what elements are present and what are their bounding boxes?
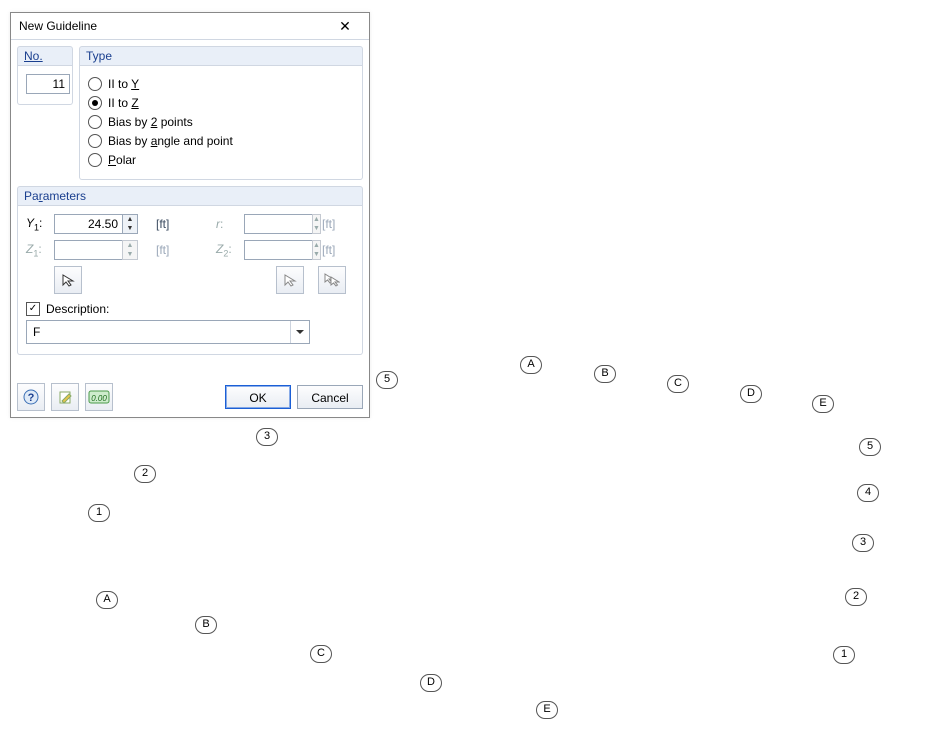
- svg-text:z: z: [217, 592, 224, 606]
- grid-label: 5: [859, 438, 881, 456]
- r-input: [244, 214, 312, 234]
- z2-spin-buttons: ▲▼: [312, 240, 321, 260]
- no-input[interactable]: [26, 74, 70, 94]
- description-dropdown-icon[interactable]: [290, 321, 309, 343]
- grid-label: A: [96, 591, 118, 609]
- type-option-1[interactable]: II to Z: [88, 93, 354, 112]
- radio-icon[interactable]: [88, 134, 102, 148]
- z1-input: [54, 240, 122, 260]
- radio-icon[interactable]: [88, 77, 102, 91]
- close-icon[interactable]: ✕: [329, 13, 361, 39]
- grid-label: 3: [852, 534, 874, 552]
- grid-label: 1: [88, 504, 110, 522]
- svg-text:0.00: 0.00: [91, 394, 107, 403]
- r-spin-buttons: ▲▼: [312, 214, 321, 234]
- group-no-title: No.: [17, 46, 73, 66]
- cancel-button[interactable]: Cancel: [297, 385, 363, 409]
- grid-label: 4: [857, 484, 879, 502]
- pick-point-1-button[interactable]: [54, 266, 82, 294]
- grid-label: 1: [833, 646, 855, 664]
- z2-unit: [ft]: [318, 243, 346, 257]
- units-button[interactable]: 0.00: [85, 383, 113, 411]
- label-y1: Y1:: [26, 216, 54, 232]
- r-unit: [ft]: [318, 217, 346, 231]
- type-option-4[interactable]: Polar: [88, 150, 354, 169]
- description-checkbox[interactable]: [26, 302, 40, 316]
- edit-button[interactable]: [51, 383, 79, 411]
- description-input[interactable]: [27, 321, 290, 343]
- grid-label: B: [594, 365, 616, 383]
- pick-point-2-button[interactable]: [276, 266, 304, 294]
- z1-spin-buttons: ▲▼: [122, 240, 138, 260]
- grid-label: D: [420, 674, 442, 692]
- group-type: Type II to Y II to Z Bias by 2 points Bias …: [79, 46, 363, 180]
- y1-spin-buttons[interactable]: ▲▼: [122, 214, 138, 234]
- grid-label: 2: [134, 465, 156, 483]
- radio-icon[interactable]: [88, 153, 102, 167]
- grid-label: E: [812, 395, 834, 413]
- type-option-label: II to Y: [108, 77, 139, 91]
- grid-label: E: [536, 701, 558, 719]
- radio-icon[interactable]: [88, 96, 102, 110]
- new-guideline-dialog: New Guideline ✕ No. Type II to Y II to Z B…: [10, 12, 370, 418]
- y1-spinner[interactable]: ▲▼: [54, 214, 138, 234]
- grid-label: 2: [845, 588, 867, 606]
- group-parameters: Parameters Y1: ▲▼ [ft] r:: [17, 186, 363, 355]
- svg-text:?: ?: [28, 392, 35, 404]
- svg-text:y: y: [173, 546, 181, 560]
- group-type-title: Type: [79, 46, 363, 66]
- grid-label: B: [195, 616, 217, 634]
- z2-input: [244, 240, 312, 260]
- type-option-label: Bias by angle and point: [108, 134, 233, 148]
- grid-label: A: [520, 356, 542, 374]
- group-no: No.: [17, 46, 73, 180]
- type-option-3[interactable]: Bias by angle and point: [88, 131, 354, 150]
- grid-label: C: [667, 375, 689, 393]
- z2-spinner: ▲▼: [244, 240, 304, 260]
- radio-icon[interactable]: [88, 115, 102, 129]
- y1-unit: [ft]: [152, 217, 180, 231]
- label-z1: Z1:: [26, 242, 54, 258]
- svg-text:x: x: [264, 537, 272, 551]
- type-option-label: Bias by 2 points: [108, 115, 193, 129]
- description-combobox[interactable]: [26, 320, 310, 344]
- z1-unit: [ft]: [152, 243, 180, 257]
- type-option-2[interactable]: Bias by 2 points: [88, 112, 354, 131]
- pick-two-points-button[interactable]: [318, 266, 346, 294]
- label-r: r:: [216, 217, 244, 231]
- grid-label: 5: [376, 371, 398, 389]
- z1-spinner: ▲▼: [54, 240, 138, 260]
- grid-label: D: [740, 385, 762, 403]
- titlebar[interactable]: New Guideline ✕: [11, 13, 369, 40]
- y1-input[interactable]: [54, 214, 122, 234]
- description-label: Description:: [46, 302, 109, 316]
- ok-button[interactable]: OK: [225, 385, 291, 409]
- type-option-0[interactable]: II to Y: [88, 74, 354, 93]
- r-spinner: ▲▼: [244, 214, 304, 234]
- label-z2: Z2:: [216, 242, 244, 258]
- help-button[interactable]: ?: [17, 383, 45, 411]
- group-parameters-title: Parameters: [17, 186, 363, 206]
- type-option-label: Polar: [108, 153, 136, 167]
- grid-label: C: [310, 645, 332, 663]
- type-option-label: II to Z: [108, 96, 139, 110]
- dialog-title: New Guideline: [19, 13, 97, 39]
- grid-label: 3: [256, 428, 278, 446]
